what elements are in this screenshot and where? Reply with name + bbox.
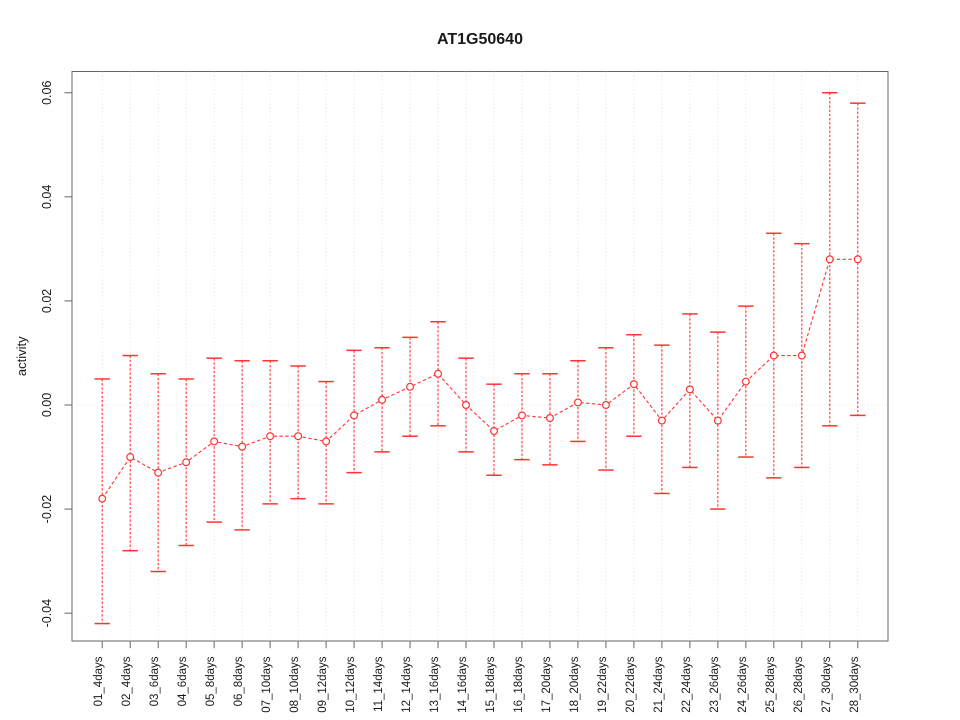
svg-text:07_10days: 07_10days xyxy=(261,656,273,713)
svg-text:09_12days: 09_12days xyxy=(317,656,329,713)
svg-text:03_6days: 03_6days xyxy=(149,656,161,706)
svg-text:01_4days: 01_4days xyxy=(93,656,105,706)
svg-text:04_6days: 04_6days xyxy=(177,656,189,706)
svg-text:17_20days: 17_20days xyxy=(541,656,553,713)
svg-text:activity: activity xyxy=(14,336,29,376)
svg-text:-0.02: -0.02 xyxy=(40,495,54,524)
svg-text:0.02: 0.02 xyxy=(40,289,54,313)
svg-text:-0.04: -0.04 xyxy=(40,599,54,628)
svg-text:26_28days: 26_28days xyxy=(793,656,805,713)
svg-text:22_24days: 22_24days xyxy=(681,656,693,713)
svg-text:13_16days: 13_16days xyxy=(429,656,441,713)
svg-text:08_10days: 08_10days xyxy=(289,656,301,713)
svg-text:16_18days: 16_18days xyxy=(513,656,525,713)
svg-text:10_12days: 10_12days xyxy=(345,656,357,713)
svg-text:25_28days: 25_28days xyxy=(765,656,777,713)
svg-text:05_8days: 05_8days xyxy=(205,656,217,706)
svg-text:11_14days: 11_14days xyxy=(373,656,385,712)
svg-text:27_30days: 27_30days xyxy=(821,656,833,713)
svg-text:20_22days: 20_22days xyxy=(625,656,637,713)
svg-text:28_30days: 28_30days xyxy=(849,656,861,713)
svg-text:14_16days: 14_16days xyxy=(457,656,469,713)
svg-text:21_24days: 21_24days xyxy=(653,656,665,713)
svg-text:15_18days: 15_18days xyxy=(485,656,497,713)
svg-text:12_14days: 12_14days xyxy=(401,656,413,713)
svg-text:AT1G50640: AT1G50640 xyxy=(437,31,523,48)
svg-text:18_20days: 18_20days xyxy=(569,656,581,713)
svg-text:24_26days: 24_26days xyxy=(737,656,749,713)
svg-text:0.04: 0.04 xyxy=(40,185,54,209)
svg-text:02_4days: 02_4days xyxy=(121,656,133,706)
svg-text:0.06: 0.06 xyxy=(40,81,54,105)
svg-text:19_22days: 19_22days xyxy=(597,656,609,713)
svg-text:0.00: 0.00 xyxy=(40,393,54,417)
svg-text:23_26days: 23_26days xyxy=(709,656,721,713)
svg-text:06_8days: 06_8days xyxy=(233,656,245,706)
